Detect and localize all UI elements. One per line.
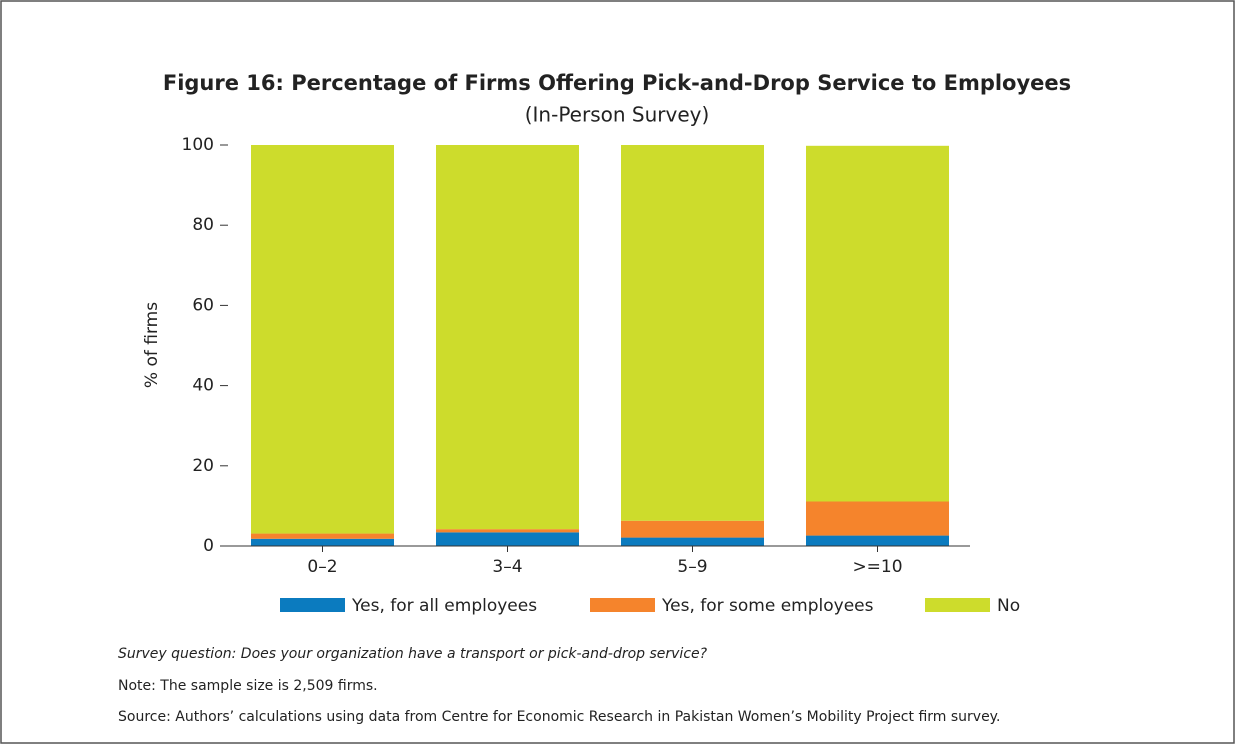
bar-segment bbox=[251, 538, 394, 546]
x-tick-label: 5–9 bbox=[677, 557, 707, 577]
y-axis-label: % of firms bbox=[142, 302, 162, 388]
bar-segment bbox=[806, 145, 949, 502]
chart-subtitle: (In-Person Survey) bbox=[525, 103, 710, 127]
source: Source: Authors’ calculations using data… bbox=[118, 709, 1000, 725]
survey-question: Survey question: Does your organization … bbox=[118, 646, 708, 662]
legend-swatch bbox=[280, 598, 345, 612]
legend-label: Yes, for some employees bbox=[661, 596, 874, 616]
x-tick-label: 0–2 bbox=[307, 557, 337, 577]
chart-title: Figure 16: Percentage of Firms Offering … bbox=[163, 71, 1071, 95]
y-tick-label: 20 bbox=[192, 456, 214, 476]
note: Note: The sample size is 2,509 firms. bbox=[118, 678, 378, 694]
y-tick-label: 0 bbox=[203, 536, 214, 556]
bar-segment bbox=[251, 533, 394, 539]
bar-segment bbox=[621, 520, 764, 538]
bar-segment bbox=[621, 145, 764, 521]
y-tick-label: 60 bbox=[192, 295, 214, 315]
bar-segment bbox=[436, 145, 579, 530]
legend-label: No bbox=[997, 596, 1020, 616]
y-tick-label: 80 bbox=[192, 215, 214, 235]
x-tick-label: 3–4 bbox=[492, 557, 522, 577]
x-tick-label: >=10 bbox=[852, 557, 902, 577]
bar-segment bbox=[806, 501, 949, 536]
legend-swatch bbox=[925, 598, 990, 612]
bar-segment bbox=[806, 535, 949, 546]
bar-segment bbox=[621, 537, 764, 546]
y-tick-label: 40 bbox=[192, 376, 214, 396]
bar-segment bbox=[436, 529, 579, 533]
bar-segment bbox=[436, 532, 579, 546]
bar-segment bbox=[251, 145, 394, 534]
legend-label: Yes, for all employees bbox=[351, 596, 537, 616]
y-tick-label: 100 bbox=[182, 135, 214, 155]
legend-swatch bbox=[590, 598, 655, 612]
